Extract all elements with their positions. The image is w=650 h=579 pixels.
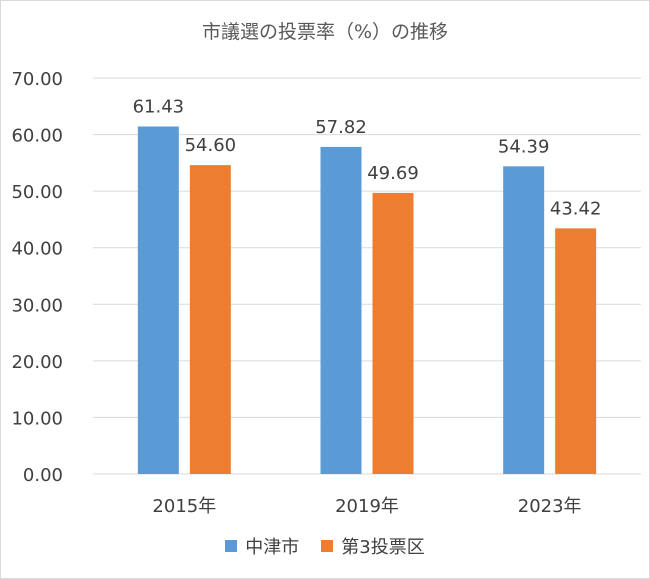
y-tick-label: 10.00 — [11, 408, 63, 429]
x-tick-label: 2019年 — [335, 496, 399, 517]
y-tick-label: 40.00 — [11, 239, 63, 260]
x-tick-label: 2023年 — [518, 496, 582, 517]
bar-series-1 — [503, 166, 545, 475]
data-label: 57.82 — [315, 117, 367, 138]
legend: 中津市 第3投票区 — [1, 533, 649, 559]
data-label: 61.43 — [133, 96, 185, 117]
y-tick-label: 20.00 — [11, 352, 63, 373]
legend-label: 第3投票区 — [341, 537, 425, 558]
y-tick-label: 0.00 — [23, 465, 63, 486]
y-tick-label: 60.00 — [11, 126, 63, 147]
data-label: 54.39 — [498, 136, 550, 157]
legend-item-series-1: 中津市 — [225, 533, 299, 559]
y-tick-label: 30.00 — [11, 295, 63, 316]
y-tick-label: 70.00 — [11, 69, 63, 90]
legend-swatch — [225, 540, 238, 552]
y-tick-label: 50.00 — [11, 182, 63, 203]
legend-swatch — [321, 540, 334, 552]
x-tick-label: 2015年 — [152, 496, 216, 517]
data-label: 49.69 — [367, 163, 419, 184]
legend-item-series-2: 第3投票区 — [321, 533, 425, 559]
bar-series-1 — [320, 146, 362, 475]
chart-title: 市議選の投票率（%）の推移 — [201, 21, 449, 43]
bar-series-1 — [137, 126, 179, 474]
bar-series-2 — [555, 228, 597, 474]
legend-label: 中津市 — [245, 537, 300, 558]
data-label: 43.42 — [550, 198, 602, 219]
data-label: 54.60 — [185, 135, 237, 156]
bar-series-2 — [372, 192, 414, 474]
bar-series-2 — [189, 165, 231, 474]
